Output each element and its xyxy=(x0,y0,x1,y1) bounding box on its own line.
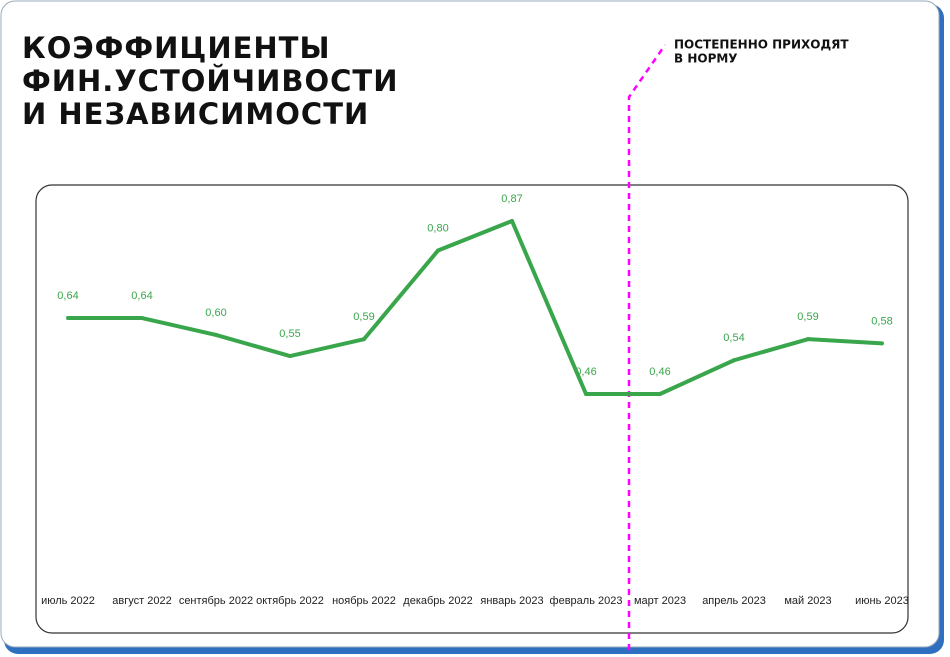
point xyxy=(510,219,514,223)
annotation-text: В НОРМУ xyxy=(674,52,738,66)
annotation-line xyxy=(627,44,667,650)
point xyxy=(288,354,292,359)
value-label: 0,64 xyxy=(57,290,78,302)
x-tick-label: июнь 2023 xyxy=(855,595,909,607)
x-tick-label: январь 2023 xyxy=(480,595,543,607)
x-tick-label: октябрь 2022 xyxy=(256,595,324,607)
point xyxy=(436,248,440,253)
x-tick-label: июль 2022 xyxy=(41,595,95,607)
point xyxy=(658,392,662,396)
x-tick-label: апрель 2023 xyxy=(702,595,766,607)
point xyxy=(584,392,588,396)
value-label: 0,46 xyxy=(649,366,670,378)
x-tick-label: сентябрь 2022 xyxy=(179,595,253,607)
point xyxy=(66,316,70,321)
value-label: 0,46 xyxy=(575,366,596,378)
chart-frame xyxy=(35,184,909,634)
point xyxy=(880,341,884,346)
point xyxy=(140,316,144,321)
value-label: 0,80 xyxy=(427,222,448,234)
value-label: 0,64 xyxy=(131,290,152,302)
x-tick-label: ноябрь 2022 xyxy=(332,595,396,607)
chart-title-line: КОЭФФИЦИЕНТЫ xyxy=(22,31,331,65)
line-series xyxy=(68,219,883,396)
value-label: 0,87 xyxy=(501,193,522,205)
x-tick-label: март 2023 xyxy=(634,595,686,607)
value-label: 0,60 xyxy=(205,307,226,319)
plot: 0,64 июль 2022 0,64 август 2022 0,60 сентябрь… xyxy=(41,193,909,607)
x-tick-label: декабрь 2022 xyxy=(403,595,472,607)
chart-title-line: ФИН.УСТОЙЧИВОСТИ xyxy=(22,64,398,98)
value-label: 0,59 xyxy=(353,311,374,323)
x-tick-label: февраль 2023 xyxy=(550,595,623,607)
annotation-text: ПОСТЕПЕННО ПРИХОДЯТ xyxy=(674,38,849,52)
value-label: 0,59 xyxy=(797,311,818,323)
x-tick-label: август 2022 xyxy=(112,595,171,607)
point xyxy=(362,337,366,342)
point xyxy=(806,337,810,342)
point xyxy=(732,358,736,363)
chart-title-line: И НЕЗАВИСИМОСТИ xyxy=(22,97,369,131)
x-tick-label: май 2023 xyxy=(784,595,831,607)
value-label: 0,58 xyxy=(871,315,892,327)
value-label: 0,54 xyxy=(723,332,744,344)
point xyxy=(214,332,218,337)
value-label: 0,55 xyxy=(279,328,300,340)
